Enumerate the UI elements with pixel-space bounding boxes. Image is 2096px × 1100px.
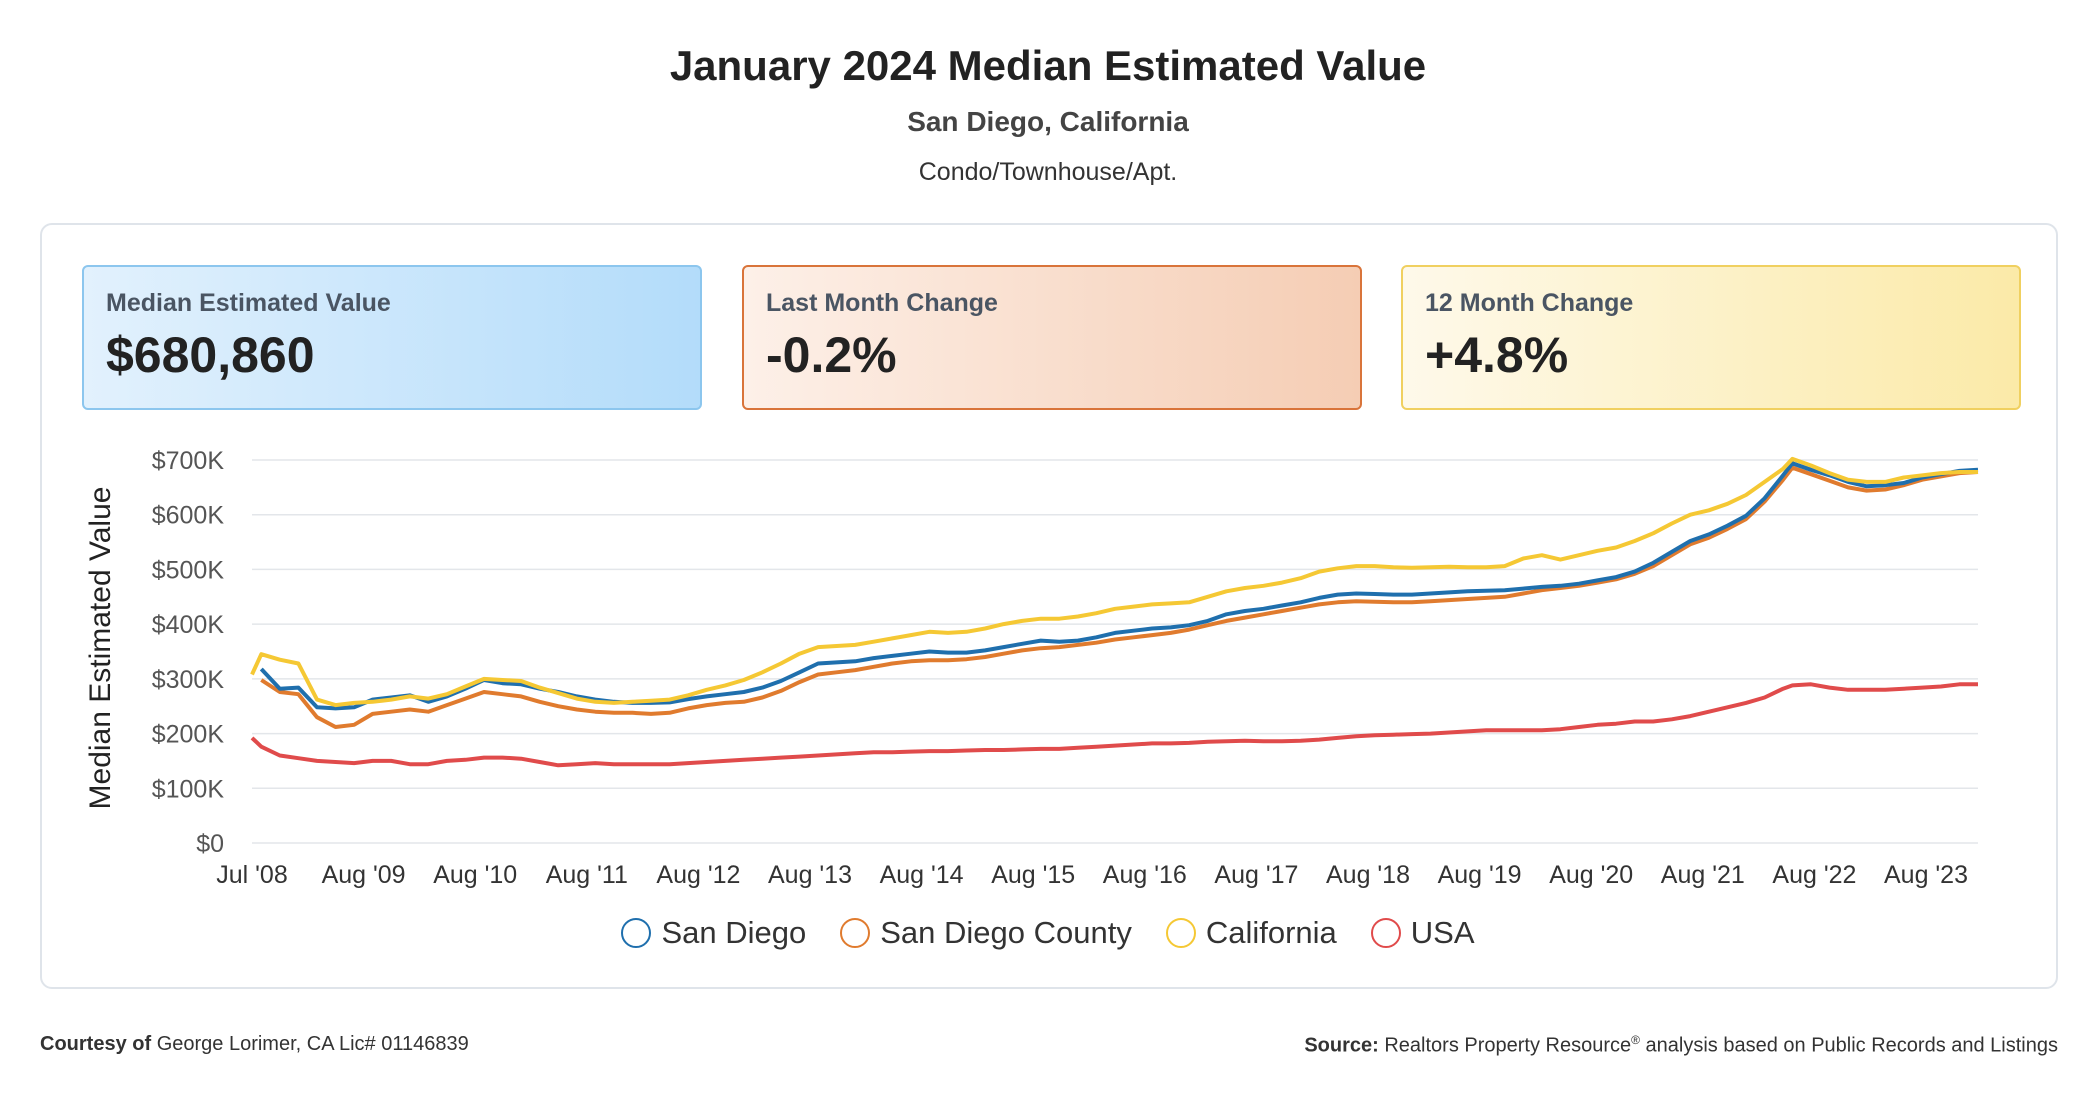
legend-item-california[interactable]: California	[1165, 915, 1337, 951]
twelve-month-change-figure: +4.8%	[1425, 327, 1569, 383]
x-tick-label: Aug '14	[880, 861, 964, 889]
chart-legend: San Diego San Diego County California US…	[0, 915, 2096, 951]
x-tick-label: Aug '21	[1661, 861, 1745, 889]
x-tick-label: Aug '17	[1214, 861, 1298, 889]
y-tick-label: $600K	[152, 502, 225, 530]
y-tick-label: $400K	[152, 611, 225, 639]
legend-label-california: California	[1205, 915, 1337, 950]
location-subtitle: San Diego, California	[907, 106, 1189, 137]
legend-label-san-diego-county: San Diego County	[880, 915, 1132, 950]
courtesy-label: Courtesy of	[40, 1033, 152, 1055]
x-tick-label: Aug '12	[656, 861, 740, 889]
legend-label-san-diego: San Diego	[661, 915, 807, 950]
courtesy-note: Courtesy of George Lorimer, CA Lic# 0114…	[40, 1033, 469, 1056]
x-tick-label: Aug '20	[1549, 861, 1633, 889]
y-tick-label: $100K	[152, 775, 225, 803]
series-line-san-diego	[259, 461, 1979, 711]
median-value-label: Median Estimated Value	[106, 289, 391, 317]
property-type-subtitle: Condo/Townhouse/Apt.	[918, 158, 1178, 186]
y-tick-label: $700K	[152, 447, 225, 475]
x-tick-label: Aug '18	[1326, 861, 1410, 889]
y-tick-label: $0	[196, 830, 224, 858]
x-tick-label: Aug '23	[1884, 861, 1968, 889]
x-tick-label: Jul '08	[216, 861, 287, 889]
page-title: January 2024 Median Estimated Value	[669, 42, 1427, 89]
legend-item-san-diego[interactable]: San Diego	[621, 915, 806, 951]
x-tick-label: Aug '15	[991, 861, 1075, 889]
median-value-figure: $680,860	[106, 327, 315, 383]
chart-card	[40, 223, 2058, 989]
source-text: analysis based on Public Records and Lis…	[1645, 1034, 2058, 1057]
median-value-card: Median Estimated Value $680,860	[82, 265, 702, 410]
x-tick-label: Aug '13	[768, 861, 852, 889]
legend-marker-san-diego-county	[840, 918, 871, 948]
legend-item-usa[interactable]: USA	[1370, 915, 1475, 951]
series-line-san-diego-county	[260, 465, 1979, 729]
source-label: Source:	[1304, 1034, 1379, 1057]
legend-marker-california	[1165, 918, 1196, 948]
last-month-change-label: Last Month Change	[766, 289, 998, 317]
x-tick-label: Aug '09	[322, 861, 406, 889]
x-tick-label: Aug '10	[433, 861, 517, 889]
source-note: Source: Realtors Property Resource® anal…	[1304, 1033, 2058, 1058]
source-name: Realtors Property Resource	[1384, 1034, 1632, 1057]
line-chart: $0 $100K $200K $300K $400K $500K $600K $700K Jul…	[84, 447, 1979, 889]
registered-mark: ®	[1631, 1033, 1640, 1047]
legend-label-usa: USA	[1410, 915, 1475, 950]
x-tick-label: Aug '22	[1772, 861, 1856, 889]
legend-marker-usa	[1370, 918, 1401, 948]
legend-item-san-diego-county[interactable]: San Diego County	[840, 915, 1132, 951]
series-line-california	[250, 456, 1978, 708]
last-month-change-card: Last Month Change -0.2%	[742, 265, 1362, 410]
x-tick-label: Aug '11	[546, 861, 628, 889]
y-tick-label: $500K	[152, 556, 225, 584]
x-tick-label: Aug '19	[1438, 861, 1522, 889]
series-line-usa	[250, 682, 1978, 768]
twelve-month-change-label: 12 Month Change	[1425, 289, 1634, 317]
y-tick-label: $200K	[152, 721, 225, 749]
last-month-change-figure: -0.2%	[766, 327, 897, 383]
legend-marker-san-diego	[621, 918, 652, 948]
twelve-month-change-card: 12 Month Change +4.8%	[1401, 265, 2021, 410]
x-tick-label: Aug '16	[1103, 861, 1187, 889]
y-axis-label: Median Estimated Value	[84, 487, 117, 810]
y-tick-label: $300K	[152, 666, 225, 694]
courtesy-text: George Lorimer, CA Lic# 01146839	[156, 1033, 469, 1055]
